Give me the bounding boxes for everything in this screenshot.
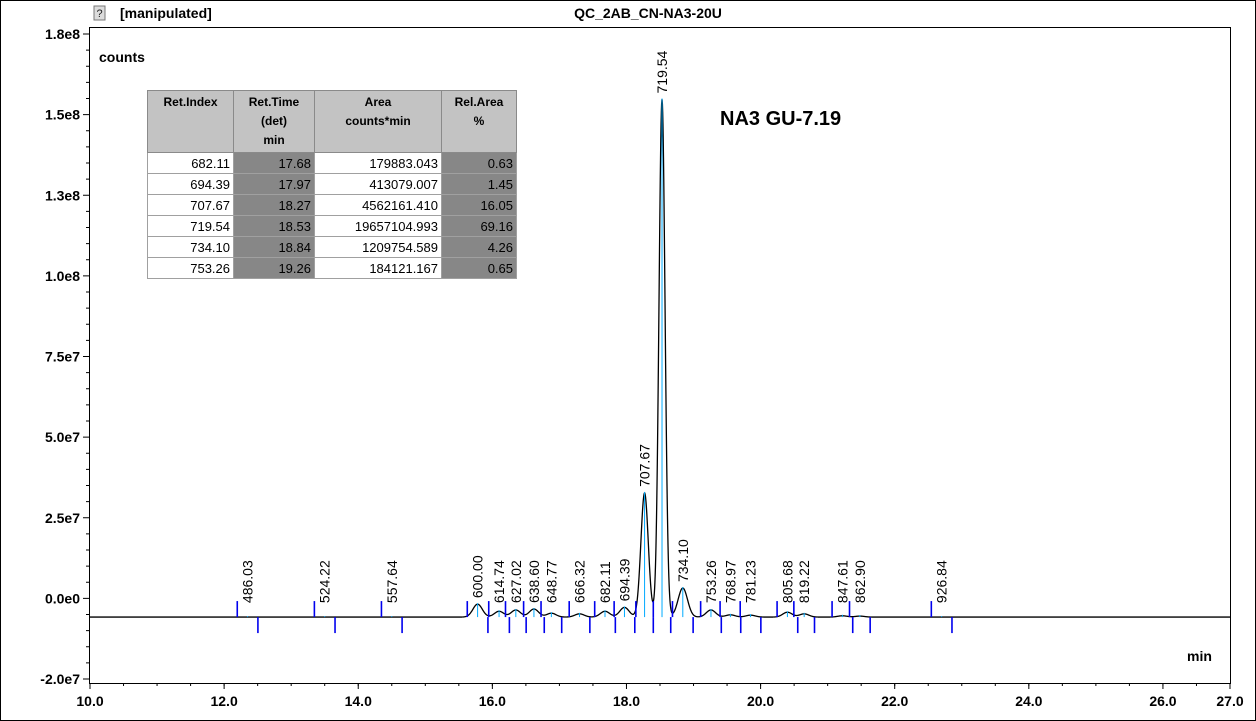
table-row: 753.26 19.26 184121.167 0.65 [147, 257, 517, 279]
header-area: Area counts*min [314, 90, 442, 153]
y-tick-label: 1.3e8 [45, 187, 80, 203]
y-tick-label: 1.0e8 [45, 268, 80, 284]
x-tick-label: 22.0 [881, 693, 908, 709]
cell-ret-time: 17.97 [233, 173, 315, 195]
cell-area: 184121.167 [314, 257, 442, 279]
x-tick-label: 16.0 [479, 693, 506, 709]
table-row: 719.54 18.53 19657104.993 69.16 [147, 215, 517, 237]
peak-label: 719.54 [654, 50, 670, 93]
peak-label: 862.90 [852, 560, 868, 603]
y-tick-label: 0.0e0 [45, 590, 80, 606]
cell-rel-area: 0.63 [441, 152, 517, 174]
x-tick-label: 18.0 [613, 693, 640, 709]
peak-label: 753.26 [703, 560, 719, 603]
table-header-row: Ret.Index Ret.Time (det) min Area counts… [147, 90, 517, 153]
peak-label: 805.68 [779, 560, 795, 603]
annotation-label: NA3 GU-7.19 [720, 108, 841, 130]
cell-ret-time: 19.26 [233, 257, 315, 279]
trace-layer [90, 98, 1230, 634]
peak-label: 614.74 [491, 560, 507, 603]
x-tick-label: 20.0 [747, 693, 774, 709]
peak-label: 627.02 [508, 560, 524, 603]
peak-label: 638.60 [526, 560, 542, 603]
y-tick-label: 2.5e7 [45, 510, 80, 526]
header-line: (det) [261, 114, 287, 128]
header-line: Rel.Area [454, 95, 504, 109]
table-row: 707.67 18.27 4562161.410 16.05 [147, 194, 517, 216]
peak-label: 707.67 [637, 444, 653, 487]
x-tick-label: 10.0 [76, 693, 103, 709]
x-tick-label: 24.0 [1015, 693, 1042, 709]
x-tick-label: 26.0 [1149, 693, 1176, 709]
y-axis-label: counts [99, 49, 145, 65]
cell-ret-time: 18.53 [233, 215, 315, 237]
header-line: Ret.Index [163, 95, 218, 109]
header-line: counts*min [345, 114, 411, 128]
peak-table: Ret.Index Ret.Time (det) min Area counts… [147, 90, 517, 279]
cell-rel-area: 69.16 [441, 215, 517, 237]
cell-area: 413079.007 [314, 173, 442, 195]
peak-label: 768.97 [722, 560, 738, 603]
cell-ret-index: 719.54 [147, 215, 234, 237]
cell-area: 179883.043 [314, 152, 442, 174]
cell-rel-area: 4.26 [441, 236, 517, 258]
header-line: min [263, 133, 285, 147]
x-tick-label: 27.0 [1216, 693, 1243, 709]
peak-label: 682.11 [597, 561, 613, 603]
table-row: 734.10 18.84 1209754.589 4.26 [147, 236, 517, 258]
peak-label: 524.22 [317, 560, 333, 603]
peak-labels: 486.03 524.22 557.64 600.00 614.74 627.02 638.… [240, 50, 950, 603]
x-tick-label: 14.0 [345, 693, 372, 709]
peak-label: 648.77 [543, 560, 559, 603]
x-axis-label: min [1187, 648, 1212, 664]
status-label: [manipulated] [120, 5, 212, 21]
cell-area: 4562161.410 [314, 194, 442, 216]
header-rel-area: Rel.Area % [441, 90, 517, 153]
cell-ret-time: 18.84 [233, 236, 315, 258]
y-tick-label: 7.5e7 [45, 349, 80, 365]
cell-rel-area: 1.45 [441, 173, 517, 195]
chart-title: QC_2AB_CN-NA3-20U [574, 5, 722, 21]
y-tick-label: 1.5e8 [45, 107, 80, 123]
table-row: 682.11 17.68 179883.043 0.63 [147, 152, 517, 174]
peak-label: 781.23 [743, 560, 759, 603]
cell-rel-area: 0.65 [441, 257, 517, 279]
header-ret-index: Ret.Index [147, 90, 234, 153]
cell-area: 19657104.993 [314, 215, 442, 237]
header-line: Area [364, 95, 392, 109]
chromatogram-trace [90, 99, 1230, 618]
peak-label: 666.32 [572, 560, 588, 603]
peak-label: 486.03 [240, 560, 256, 603]
cell-rel-area: 16.05 [441, 194, 517, 216]
table-row: 694.39 17.97 413079.007 1.45 [147, 173, 517, 195]
cell-ret-index: 707.67 [147, 194, 234, 216]
cell-ret-index: 694.39 [147, 173, 234, 195]
help-icon-frame [93, 5, 106, 21]
axes: -2.0e7 0.0e0 2.5e7 5.0e7 7.5e7 1.0e8 1.3e8 1.5e… [40, 26, 1244, 709]
peak-label: 819.22 [796, 560, 812, 603]
header-line: % [473, 114, 485, 128]
peak-label: 557.64 [384, 560, 400, 603]
cell-ret-time: 18.27 [233, 194, 315, 216]
y-tick-label: 1.8e8 [45, 26, 80, 42]
peak-label: 926.84 [934, 560, 950, 603]
y-tick-label: -2.0e7 [40, 671, 80, 687]
help-icon[interactable]: ? [93, 5, 106, 21]
cell-ret-index: 753.26 [147, 257, 234, 279]
peak-label: 694.39 [616, 558, 632, 601]
cell-ret-index: 682.11 [147, 152, 234, 174]
header-ret-time: Ret.Time (det) min [233, 90, 315, 153]
x-tick-label: 12.0 [210, 693, 237, 709]
cell-ret-index: 734.10 [147, 236, 234, 258]
peak-label: 847.61 [834, 560, 850, 603]
y-tick-label: 5.0e7 [45, 429, 80, 445]
cell-ret-time: 17.68 [233, 152, 315, 174]
help-icon-glyph: ? [96, 8, 102, 20]
peak-label: 600.00 [470, 555, 486, 598]
cell-area: 1209754.589 [314, 236, 442, 258]
header-line: Ret.Time [248, 95, 300, 109]
peak-label: 734.10 [675, 539, 691, 582]
